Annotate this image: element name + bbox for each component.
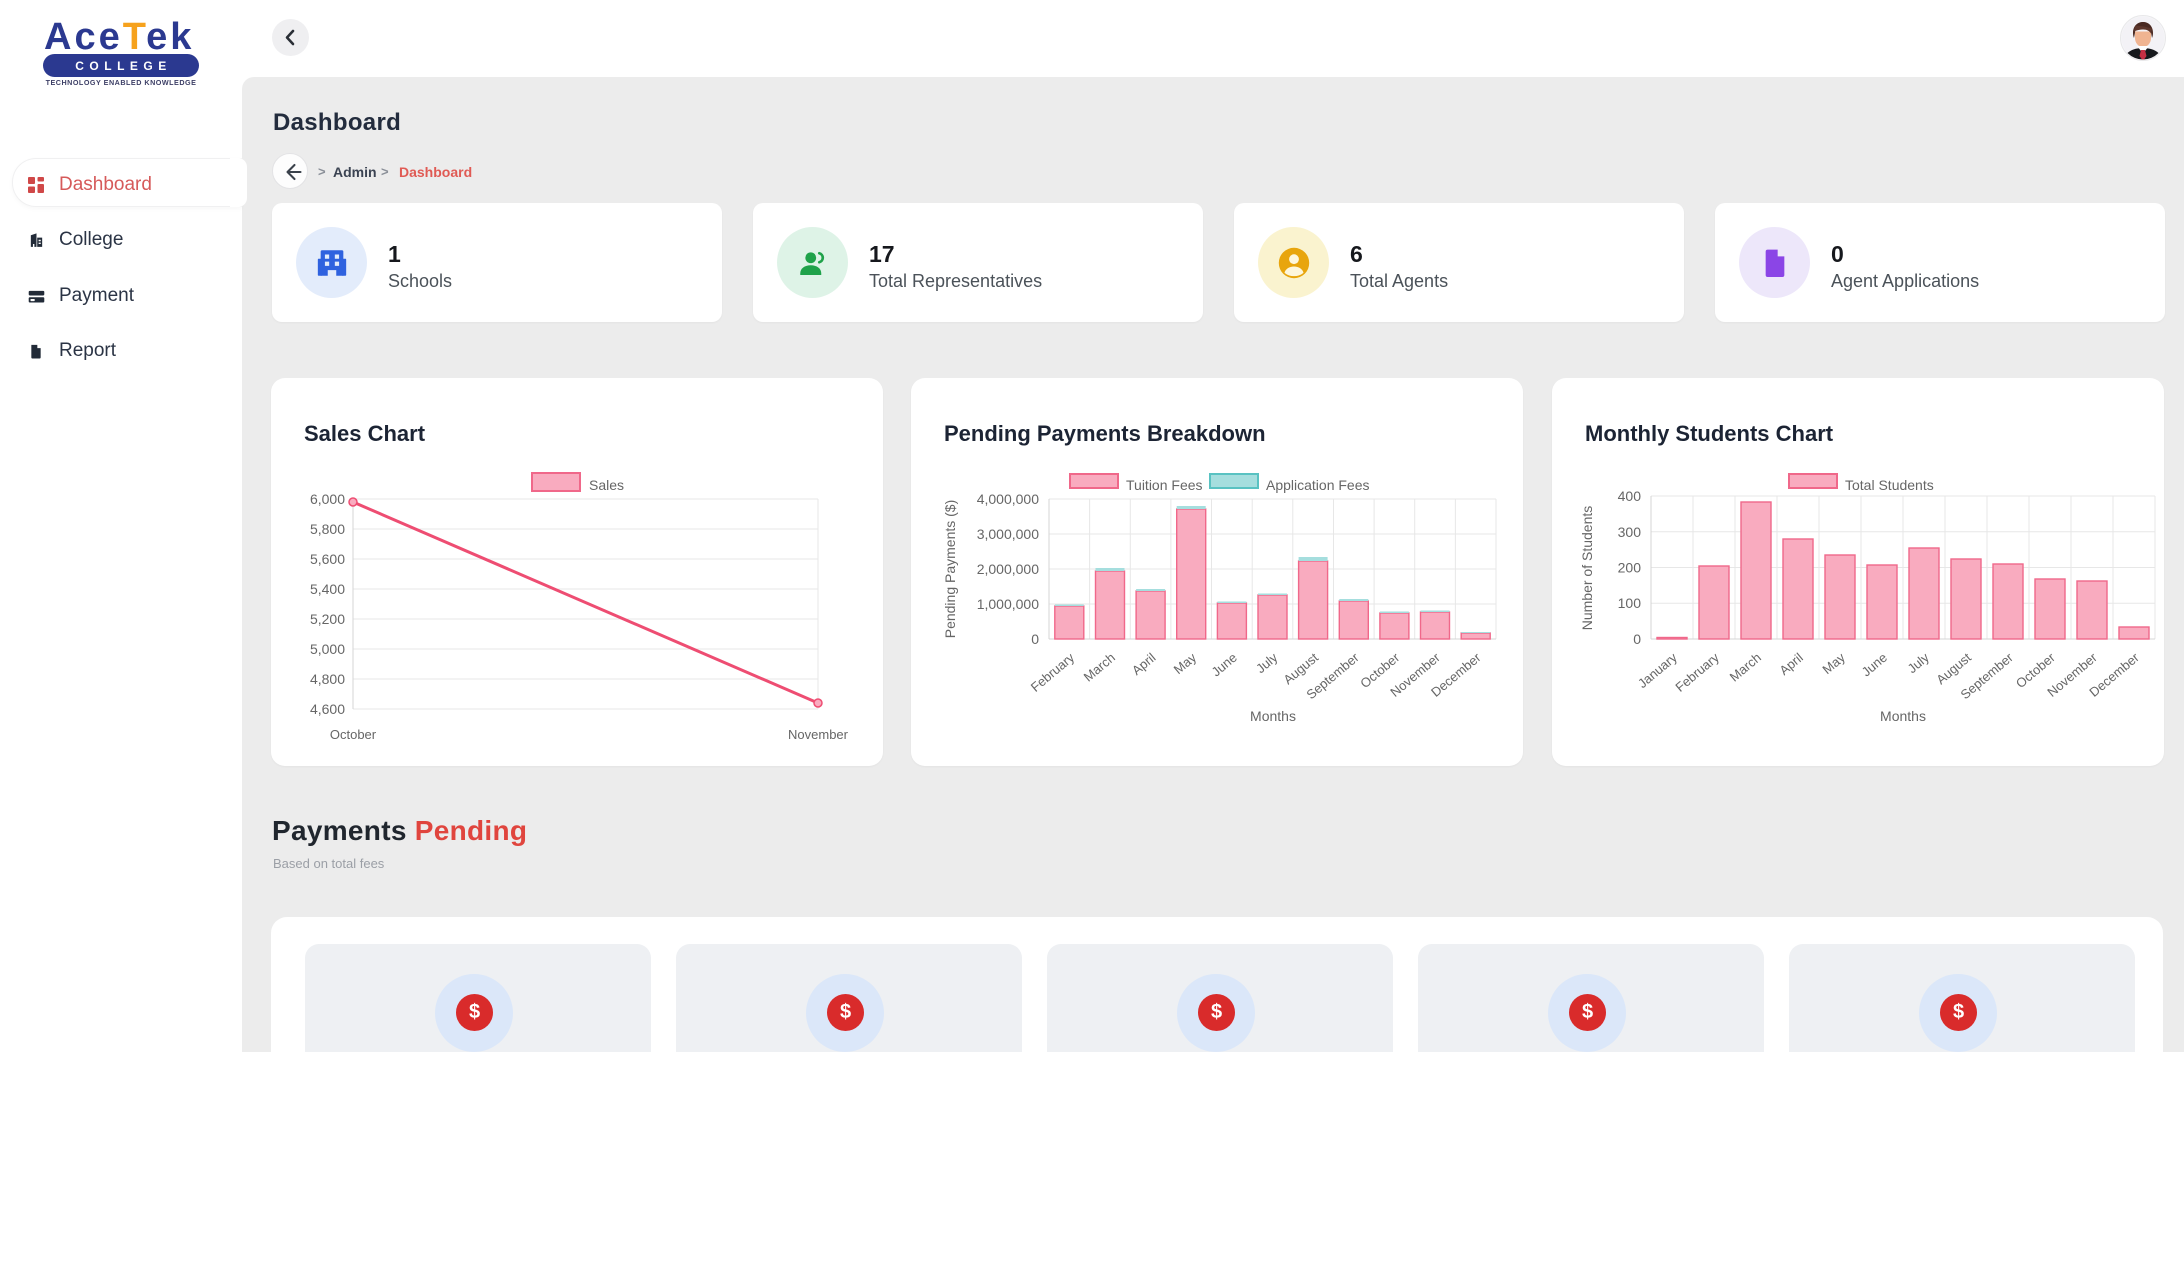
svg-text:Months: Months (1250, 708, 1296, 724)
svg-text:July: July (1905, 649, 1933, 676)
svg-text:April: April (1129, 650, 1159, 678)
svg-text:Application Fees: Application Fees (1266, 477, 1370, 493)
svg-text:Sales Chart: Sales Chart (304, 421, 426, 446)
svg-text:Number of Students: Number of Students (1579, 506, 1595, 631)
svg-text:3,000,000: 3,000,000 (977, 526, 1039, 542)
svg-text:February: February (1028, 649, 1078, 694)
svg-text:May: May (1819, 649, 1848, 677)
svg-text:Total Students: Total Students (1845, 477, 1934, 493)
svg-text:0: 0 (1031, 631, 1039, 647)
svg-text:4,000,000: 4,000,000 (977, 491, 1039, 507)
svg-text:4,800: 4,800 (310, 671, 345, 687)
svg-text:March: March (1081, 650, 1118, 685)
svg-text:200: 200 (1618, 560, 1642, 576)
svg-text:July: July (1253, 649, 1281, 676)
svg-text:June: June (1859, 650, 1890, 680)
svg-text:300: 300 (1618, 524, 1642, 540)
svg-text:2,000,000: 2,000,000 (977, 561, 1039, 577)
svg-text:5,800: 5,800 (310, 521, 345, 537)
svg-text:Sales: Sales (589, 477, 624, 493)
svg-text:5,000: 5,000 (310, 641, 345, 657)
svg-text:Pending Payments Breakdown: Pending Payments Breakdown (944, 421, 1266, 446)
svg-text:Tuition Fees: Tuition Fees (1126, 477, 1203, 493)
svg-text:Months: Months (1880, 708, 1926, 724)
svg-text:March: March (1727, 650, 1764, 685)
svg-text:400: 400 (1618, 488, 1642, 504)
svg-text:November: November (788, 727, 849, 742)
svg-text:Monthly Students Chart: Monthly Students Chart (1585, 421, 1834, 446)
svg-text:February: February (1672, 649, 1722, 694)
svg-text:October: October (330, 727, 377, 742)
svg-text:May: May (1171, 649, 1200, 677)
svg-text:Pending Payments ($): Pending Payments ($) (942, 500, 958, 639)
svg-text:5,200: 5,200 (310, 611, 345, 627)
svg-text:6,000: 6,000 (310, 491, 345, 507)
svg-text:5,600: 5,600 (310, 551, 345, 567)
svg-text:4,600: 4,600 (310, 701, 345, 717)
svg-text:0: 0 (1633, 631, 1641, 647)
svg-text:April: April (1776, 650, 1806, 678)
svg-text:June: June (1209, 650, 1240, 680)
svg-text:1,000,000: 1,000,000 (977, 596, 1039, 612)
svg-text:5,400: 5,400 (310, 581, 345, 597)
svg-text:100: 100 (1618, 595, 1642, 611)
